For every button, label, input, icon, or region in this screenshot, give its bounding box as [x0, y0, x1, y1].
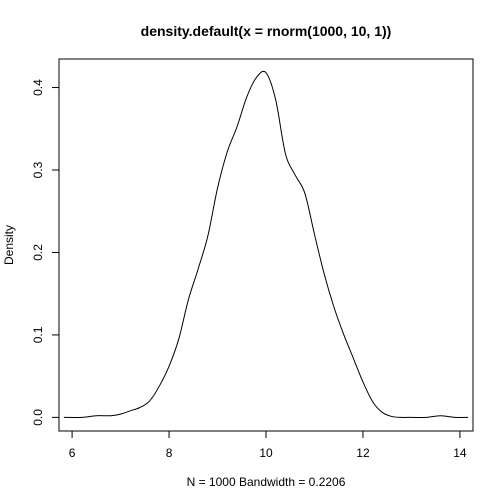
x-axis: 6 8 10 12 14 [69, 430, 467, 460]
x-tick-label: 8 [166, 446, 173, 460]
density-line [63, 70, 469, 419]
x-axis-label: N = 1000 Bandwidth = 0.2206 [187, 475, 346, 489]
x-tick-label: 6 [69, 446, 76, 460]
x-tick-label: 12 [356, 446, 370, 460]
y-tick-label: 0.0 [31, 409, 45, 426]
y-tick-label: 0.2 [31, 244, 45, 261]
y-tick-label: 0.4 [31, 79, 45, 96]
y-axis: 0.0 0.1 0.2 0.3 0.4 [31, 79, 60, 426]
y-tick-label: 0.1 [31, 326, 45, 343]
y-axis-label: Density [2, 225, 16, 265]
x-tick-label: 10 [259, 446, 273, 460]
chart-title: density.default(x = rnorm(1000, 10, 1)) [141, 23, 392, 39]
density-series [63, 70, 469, 419]
x-tick-label: 14 [453, 446, 467, 460]
y-tick-label: 0.3 [31, 161, 45, 178]
plot-frame [58, 58, 474, 432]
